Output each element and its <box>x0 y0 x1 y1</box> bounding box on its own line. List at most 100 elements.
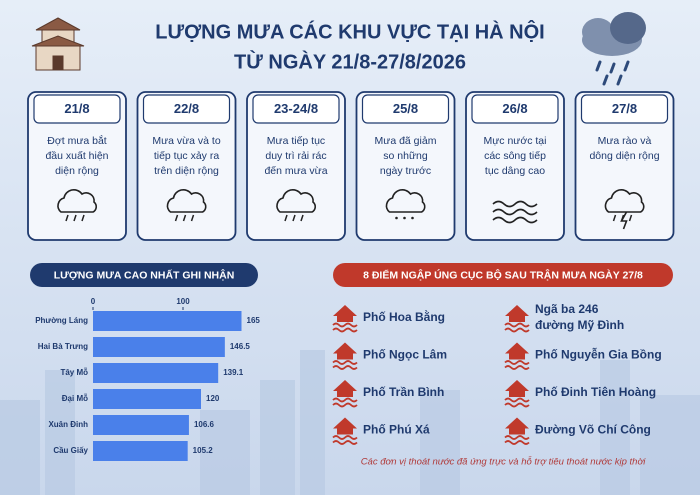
card-text: Đợt mưa bắt <box>47 134 107 147</box>
flood-point: Phố Trần Bình <box>363 385 444 399</box>
drop <box>73 214 77 222</box>
house <box>333 305 357 322</box>
flood-point: Phố Phú Xá <box>363 423 430 437</box>
house <box>505 342 529 360</box>
card-text: dông diện rộng <box>589 150 659 162</box>
flood-icon <box>332 305 358 333</box>
flood-point: Phố Đinh Tiên Hoàng <box>535 385 656 399</box>
weather-icon <box>57 189 98 222</box>
wave <box>492 216 538 224</box>
water <box>504 365 530 370</box>
flood-icon <box>332 342 358 370</box>
card-date-box <box>252 94 340 124</box>
drop <box>403 216 406 220</box>
flood-icon <box>332 380 358 408</box>
y-tick-label: Phường Láng <box>35 316 88 325</box>
value-label: 165 <box>247 316 261 325</box>
flood-header <box>333 263 673 287</box>
drop <box>292 214 296 222</box>
water <box>504 327 530 333</box>
weather-icon <box>166 189 207 222</box>
wave <box>492 208 538 216</box>
card-text: diện rộng <box>55 165 99 177</box>
water <box>332 435 358 440</box>
card-text: Mưa đã giảm <box>375 135 437 147</box>
drop <box>284 214 288 222</box>
flood-title: 8 ĐIỂM NGẬP ÚNG CỤC BỘ SAU TRẬN MƯA NGÀY… <box>363 268 643 281</box>
bar <box>93 389 201 409</box>
water <box>332 402 358 408</box>
card-text: Mưa vừa và to <box>152 135 220 147</box>
flood-point: Ngã ba 246 <box>535 302 599 316</box>
weather-icon <box>385 189 426 220</box>
flood-point: Phố Hoa Bằng <box>363 309 445 324</box>
card-date-box <box>471 94 559 124</box>
water <box>504 397 530 403</box>
title: TỪ NGÀY 21/8-27/8/2026 <box>234 49 466 73</box>
y-tick-label: Cầu Giấy <box>53 446 88 455</box>
value-label: 105.2 <box>193 446 214 455</box>
value-label: 139.1 <box>223 368 244 377</box>
card-date-box <box>142 94 231 124</box>
x-tick-label: 100 <box>176 297 190 306</box>
water <box>332 360 358 365</box>
value-label: 146.5 <box>230 342 251 351</box>
card-text: Mực nước tại <box>484 135 547 147</box>
card-text: đến mưa vừa <box>264 165 327 177</box>
card-text: tục dâng cao <box>485 165 545 177</box>
card-date: 27/8 <box>612 101 637 116</box>
house <box>505 417 529 435</box>
rain-cloud-icon <box>582 12 646 86</box>
flood-point: đường Mỹ Đình <box>535 318 624 332</box>
drop <box>411 216 414 220</box>
bar <box>93 415 189 435</box>
card-date: 26/8 <box>502 101 527 116</box>
drop <box>81 214 85 222</box>
card-date-box <box>361 94 450 124</box>
cloud <box>604 189 645 213</box>
water <box>332 440 358 445</box>
chart-title: LƯỢNG MƯA CAO NHẤT GHI NHẬN <box>54 268 235 281</box>
card-text: các sông tiếp <box>484 150 546 162</box>
card-date: 22/8 <box>174 101 199 116</box>
drop <box>612 214 617 222</box>
water <box>504 440 530 445</box>
card-text: trên diện rộng <box>154 165 219 177</box>
water <box>504 360 530 365</box>
y-tick-label: Tây Mỗ <box>60 368 88 377</box>
cloud <box>276 189 317 213</box>
flood-icon <box>504 417 530 445</box>
y-tick-label: Hai Bà Trưng <box>38 342 88 351</box>
flood-point: Phố Nguyễn Gia Bồng <box>535 347 662 362</box>
card-date-box <box>33 94 121 124</box>
water <box>332 365 358 370</box>
house <box>333 342 357 360</box>
cloud <box>57 189 98 213</box>
wave <box>492 200 538 208</box>
flood-point: Phố Ngọc Lâm <box>363 348 447 362</box>
chart-header <box>30 263 258 287</box>
card-text: ngày trước <box>380 165 431 177</box>
house <box>333 380 357 397</box>
flood-point: Đường Võ Chí Công <box>535 423 651 437</box>
drop <box>628 214 633 222</box>
flood-icon <box>504 342 530 370</box>
drop <box>300 214 304 222</box>
card <box>246 91 346 241</box>
bolt <box>620 211 628 230</box>
water <box>332 397 358 403</box>
card <box>574 91 675 241</box>
flood-icon <box>504 305 530 333</box>
y-tick-label: Xuân Đỉnh <box>48 420 88 429</box>
card-date: 21/8 <box>64 101 89 116</box>
weather-icon <box>604 189 645 230</box>
drop <box>65 214 69 222</box>
house <box>333 417 357 435</box>
card <box>355 91 456 241</box>
flood-icon <box>332 417 358 445</box>
water <box>332 327 358 333</box>
card <box>27 91 127 241</box>
water <box>504 322 530 328</box>
card <box>136 91 237 241</box>
